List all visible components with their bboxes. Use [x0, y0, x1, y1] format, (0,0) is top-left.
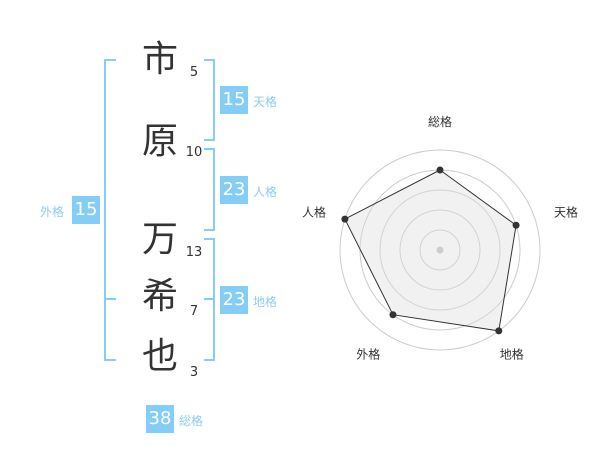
radar-point: [512, 221, 520, 229]
gaikaku-label: 外格: [40, 205, 65, 219]
gaikaku-bracket: [104, 59, 116, 361]
tenkaku-label: 天格: [253, 95, 278, 109]
radar-ring: [419, 229, 461, 271]
radar-axis-label: 外格: [356, 347, 380, 362]
tenkaku-badge: 15: [220, 86, 248, 114]
gaikaku-badge: 15: [72, 196, 100, 224]
tenkaku-bracket: [204, 59, 215, 141]
radar-axis-label: 天格: [554, 204, 578, 219]
stroke-count-2: 10: [185, 145, 203, 160]
radar-ring: [399, 209, 481, 291]
radar-axis-label: 総格: [428, 114, 452, 129]
name-char-3: 万: [141, 219, 178, 260]
jinkaku-label: 人格: [253, 185, 278, 199]
soukaku-badge: 38: [146, 405, 174, 433]
radar-center: [436, 246, 444, 254]
name-char-4: 希: [141, 276, 178, 317]
radar-point: [436, 166, 444, 174]
radar-ring: [379, 189, 501, 311]
chikaku-bracket-tick: [204, 298, 214, 300]
stroke-count-4: 7: [189, 304, 199, 319]
radar-axis-label: 地格: [500, 347, 524, 362]
chikaku-badge: 23: [220, 286, 248, 314]
name-char-2: 原: [141, 121, 178, 162]
radar-axis-label: 人格: [302, 204, 326, 219]
chikaku-label: 地格: [253, 295, 278, 309]
radar-point: [495, 327, 503, 335]
jinkaku-bracket: [204, 148, 215, 231]
radar-point: [341, 215, 349, 223]
stroke-count-3: 13: [185, 245, 203, 260]
stroke-count-1: 5: [189, 65, 199, 80]
radar-ring: [339, 149, 541, 351]
gaikaku-bracket-tick: [106, 298, 116, 300]
jinkaku-badge: 23: [220, 176, 248, 204]
name-char-5: 也: [141, 336, 178, 377]
stroke-count-5: 3: [189, 365, 199, 380]
radar-point: [389, 311, 397, 319]
radar-area: [344, 169, 517, 332]
name-char-1: 市: [141, 39, 178, 80]
soukaku-label: 総格: [179, 414, 204, 428]
chikaku-bracket: [204, 238, 215, 361]
